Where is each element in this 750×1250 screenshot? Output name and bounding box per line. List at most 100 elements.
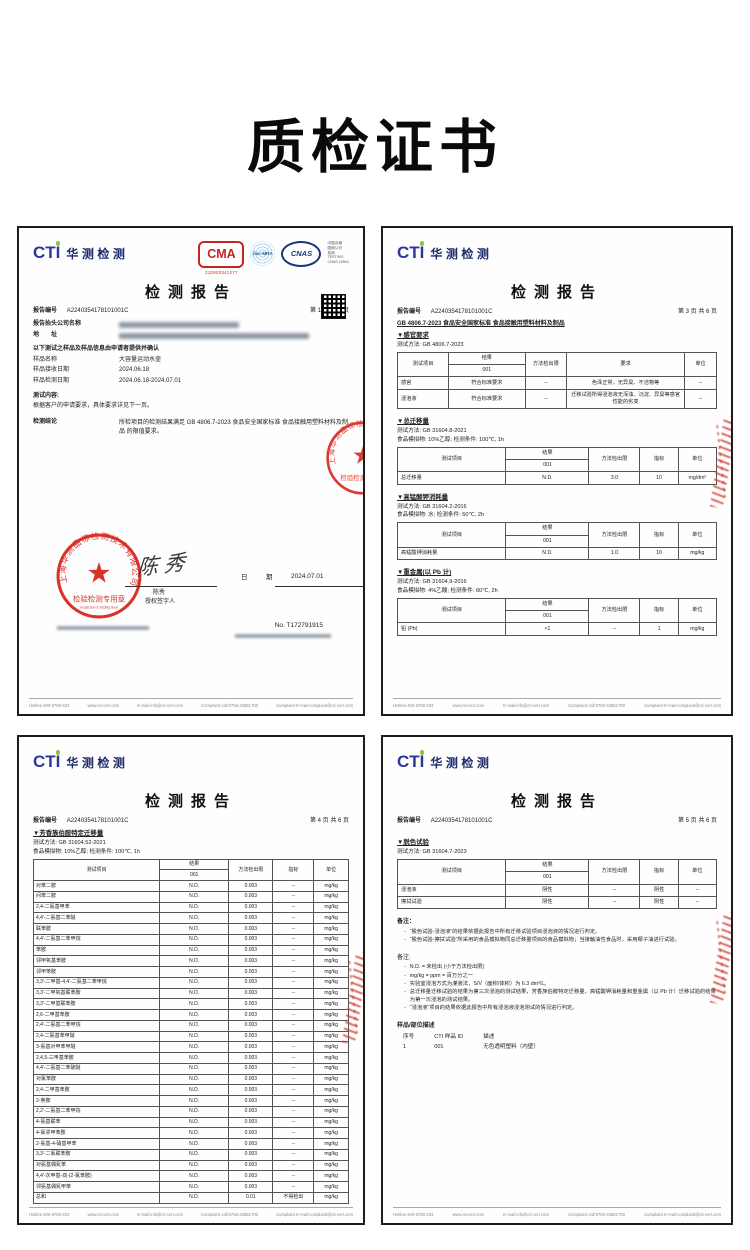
cti-logo-text: CTI	[33, 750, 61, 771]
sample-name-label: 样品名称	[33, 356, 58, 363]
report-number-value: A2240354178101001C	[430, 817, 493, 824]
redacted-company-name	[119, 322, 239, 329]
table-cell: --	[272, 1052, 315, 1064]
accreditation-line: TESTING	[327, 255, 344, 260]
table-cell: 迁移试验所得浸泡液无浑浊、沉淀、异臭等感官性能的劣变	[566, 388, 686, 410]
table-cell: 序号	[403, 1033, 415, 1040]
note-item: 实验室浸泡方式为灌装法，S/V（面积/体积）为 6.3 dm²/L。	[397, 980, 717, 988]
table-cell: --	[272, 890, 315, 903]
signature-line	[125, 586, 217, 587]
table-cell: mg/kg	[313, 1084, 349, 1097]
table-cell: N.D.	[158, 880, 230, 892]
footer-item: Complaint call:0755-33681700	[201, 1211, 258, 1217]
table-cell: 浸泡液	[396, 388, 450, 410]
table-cell: N.D.	[158, 901, 230, 914]
table-cell: 指标	[639, 522, 679, 548]
table-cell: mg/kg	[313, 1009, 349, 1021]
table-cell: mg/kg	[313, 955, 349, 968]
table-cell: N.D.	[158, 1138, 230, 1150]
table-cell: mg/kg	[313, 998, 349, 1011]
table-cell: 指标	[639, 858, 679, 885]
table-row: 4-氯邻甲苯胺 N.D. 0.003 -- mg/kg	[33, 1127, 349, 1140]
table-cell: mg/kg	[313, 912, 349, 925]
aromatic-amines-table: 测试项目 结果 方法检出限 指标 单位 001 对苯二胺 N.D. 0.003 -- mg/kg 间苯…	[33, 858, 349, 1204]
table-cell: mg/kg	[313, 944, 349, 957]
table-cell: --	[272, 966, 315, 978]
report-meta: 报告编号 A2240354178101001C 第 5 页 共 6 页	[397, 818, 717, 826]
table-row: 2,6-二甲基苯胺 N.D. 0.003 -- mg/kg	[33, 1009, 349, 1021]
table-row: 浸泡液 阴性 -- 阴性 --	[396, 883, 718, 898]
footer-item: www.cti-cert.com	[87, 702, 120, 708]
footer-item: Complaint call:0755-33681700	[568, 1211, 625, 1217]
table-cell: N.D.	[158, 1191, 230, 1204]
report-footer: Hotline:400-6788-333 www.cti-cert.com E-ma…	[29, 1207, 353, 1217]
table-cell: 方法检出限	[524, 351, 568, 378]
accreditation-line: 国家认可	[327, 245, 343, 250]
footer-item: E-mail:info@cti-cert.com	[137, 1211, 183, 1217]
test-condition: 食品模拟物: 10%乙醇; 检测条件: 100℃, 1h	[397, 436, 504, 443]
note-item: “脱色试验-浸泡液”的结果依据此报告中所有迁移试验项目浸泡液的情况进行判定。	[397, 928, 717, 936]
redacted-lab-address	[235, 634, 331, 638]
table-row: 对氯苯胺 N.D. 0.003 -- mg/kg	[33, 1073, 349, 1086]
company-seal: 上海华测品标检测技术有限公司 检验检测专用章 Inspection & Test…	[56, 532, 142, 619]
footer-item: Complaint call:0755-33681700	[201, 702, 258, 708]
table-cell: 4,4′-二氨基二苯甲烷	[33, 933, 160, 946]
table-cell: 符合标准要求	[448, 388, 526, 410]
table-cell: 方法检出限	[588, 858, 641, 885]
report-page-5: CTI 华测检测 检测报告 报告编号 A2240354178101001C 第 …	[381, 735, 733, 1225]
table-cell: 2,2′-二氨基二苯甲烷	[33, 1105, 160, 1118]
svg-text:上海华测品标检测技术有限公司: 上海华测品标检测技术有限公司	[57, 532, 140, 588]
table-cell: N.D.	[158, 1062, 230, 1075]
notes-label: 备注：	[397, 919, 416, 926]
cti-logo-text: CTI	[397, 750, 425, 771]
table-cell: --	[684, 388, 717, 410]
table-cell: --	[272, 1181, 315, 1193]
table-cell: 0.003	[228, 1030, 274, 1043]
table-cell: 0.003	[228, 1019, 274, 1032]
table-cell: 方法检出限	[588, 522, 641, 548]
table-cell: 对氨基偶氮苯	[33, 1159, 160, 1172]
table-cell: --	[588, 622, 641, 636]
section-sensory: ▼感官要求 测试方法: GB 4806.7-2023 测试项目 结果 方法检出限 要求…	[396, 332, 717, 410]
table-row: 2-萘胺 N.D. 0.003 -- mg/kg	[33, 1095, 349, 1107]
table-cell: N.D.	[158, 1116, 230, 1129]
footer-item: Hotline:400-6788-333	[393, 702, 434, 708]
table-row: 苯胺 N.D. 0.003 -- mg/kg	[33, 944, 349, 957]
table-cell: 0.003	[228, 944, 274, 957]
table-cell: --	[272, 1127, 315, 1140]
notes-block-1: 备注： “脱色试验-浸泡液”的结果依据此报告中所有迁移试验项目浸泡液的情况进行判…	[397, 919, 717, 944]
table-cell: 3,3′-二甲氧基联苯胺	[33, 987, 160, 1000]
table-cell: --	[272, 1138, 315, 1150]
table-cell: 0.003	[228, 1009, 274, 1021]
table-cell: --	[272, 976, 315, 989]
footer-item: E-mail:info@cti-cert.com	[503, 1211, 549, 1217]
test-content-block: 测试内容: 根据客户的申请要求，具体要求详见下一页。	[33, 393, 349, 411]
table-cell: 0.003	[228, 912, 274, 925]
table-cell: 单位	[677, 446, 718, 473]
table-cell: --	[272, 1041, 315, 1054]
table-row: 3,3′-二甲基联苯胺 N.D. 0.003 -- mg/kg	[33, 998, 349, 1011]
table-cell: --	[272, 987, 315, 1000]
table-cell: 结果	[158, 858, 230, 871]
report-number: 报告编号 A2240354178101001C	[397, 309, 492, 317]
table-cell: 邻氨基偶氮甲苯	[33, 1181, 160, 1193]
table-cell: mg/kg	[313, 1159, 349, 1172]
company-row: 报告抬头公司名称	[33, 321, 349, 329]
table-cell: 0.003	[228, 880, 274, 892]
cti-logo-chinese: 华测检测	[430, 756, 493, 770]
table-cell: --	[524, 376, 568, 390]
table-cell: 1.0	[588, 546, 641, 561]
table-cell: 方法检出限	[588, 597, 641, 624]
table-cell: 测试项目	[396, 597, 507, 624]
table-cell: 3-氨基对甲苯甲醚	[33, 1041, 160, 1054]
sample-received-row: 样品接收日期 2024.06.18	[33, 367, 349, 375]
table-cell: mg/dm²	[677, 471, 718, 485]
test-method: 测试方法: GB 31604.8-2021	[397, 428, 467, 435]
table-row: 浸泡液 符合标准要求 -- 迁移试验所得浸泡液无浑浊、沉淀、异臭等感官性能的劣变 --	[396, 388, 717, 410]
cti-logo: CTI 华测检测	[33, 750, 349, 770]
date-value: 2024.07.01	[291, 573, 324, 580]
section-title: ▼高锰酸钾消耗量	[397, 493, 449, 501]
table-cell: 描述	[483, 1033, 495, 1040]
section-total-migration: ▼总迁移量 测试方法: GB 31604.8-2021 食品模拟物: 10%乙醇…	[396, 418, 718, 485]
handwritten-signature: 陈秀	[136, 549, 192, 581]
